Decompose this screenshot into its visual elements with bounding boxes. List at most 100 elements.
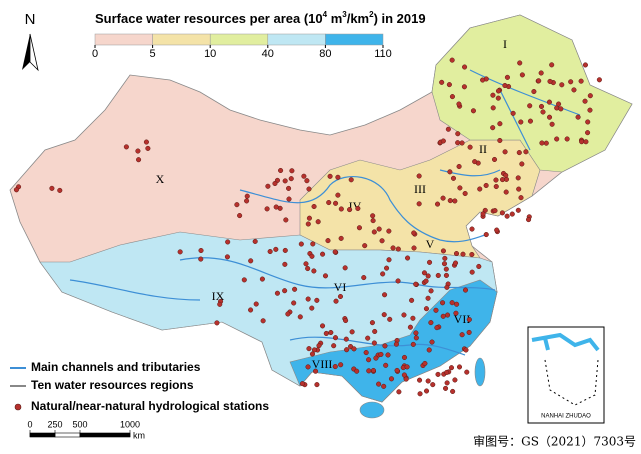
station [434, 201, 441, 207]
station [469, 226, 475, 232]
station [370, 218, 376, 224]
station [490, 105, 496, 111]
station [283, 217, 289, 223]
station [312, 368, 319, 374]
station [332, 364, 338, 370]
station [306, 215, 312, 221]
station [423, 306, 429, 312]
hainan [359, 401, 385, 419]
station [494, 227, 500, 233]
station [335, 192, 341, 198]
station [490, 125, 496, 131]
station [504, 213, 510, 219]
station [288, 176, 294, 182]
station [549, 62, 555, 68]
station [337, 293, 344, 300]
station [449, 57, 455, 63]
station [413, 330, 419, 336]
station [519, 72, 525, 78]
station [311, 347, 318, 353]
scale-label: 1000 [120, 419, 140, 429]
station [447, 198, 453, 204]
inset-label: NANHAI ZHUDAO [541, 414, 591, 420]
station [224, 254, 230, 260]
station [309, 253, 315, 259]
station [259, 276, 265, 282]
station [440, 195, 446, 201]
station [466, 329, 472, 335]
station [49, 185, 55, 191]
station [297, 314, 303, 320]
region-label: VIII [312, 357, 333, 371]
region-label: III [414, 182, 426, 196]
station [405, 255, 411, 261]
title-text: /km [347, 11, 369, 26]
station [370, 367, 376, 374]
station [298, 241, 304, 247]
station [306, 186, 312, 192]
station [444, 380, 450, 386]
station [462, 190, 468, 197]
station [342, 265, 348, 271]
station [225, 239, 231, 245]
station [519, 161, 525, 167]
station [523, 149, 529, 155]
station [430, 382, 436, 388]
station [305, 265, 311, 272]
station [253, 301, 259, 307]
station [434, 325, 440, 331]
station [401, 372, 407, 378]
station [344, 347, 350, 353]
station [378, 351, 384, 357]
station [518, 119, 524, 125]
station [382, 292, 388, 298]
station [452, 377, 458, 383]
station [343, 317, 349, 324]
colorbar-tick-label: 5 [150, 48, 156, 60]
station [429, 339, 435, 345]
station [386, 257, 392, 263]
colorbar-tick-label: 10 [204, 48, 216, 60]
station [525, 217, 532, 223]
station [214, 320, 220, 326]
station [559, 82, 565, 88]
station [386, 228, 392, 234]
station [453, 251, 460, 257]
scale-label: 500 [72, 419, 87, 429]
station [303, 261, 309, 267]
station [338, 235, 344, 241]
station [587, 93, 593, 99]
colorbar-swatch [209, 33, 269, 46]
station [444, 369, 450, 375]
station [543, 140, 549, 146]
station [331, 343, 337, 349]
station [309, 351, 315, 357]
station [540, 109, 546, 115]
station [564, 136, 570, 142]
station [492, 208, 498, 214]
station [217, 301, 223, 307]
station [305, 364, 311, 370]
station [410, 315, 416, 321]
scale-label: 0 [27, 419, 32, 429]
station [493, 177, 499, 183]
station [587, 107, 593, 113]
station [323, 330, 329, 337]
station [440, 313, 446, 319]
station [260, 318, 266, 324]
station [450, 388, 456, 394]
title: Surface water resources per area (104 m3… [95, 10, 426, 26]
station [252, 238, 258, 244]
station [404, 364, 410, 370]
station [571, 87, 577, 93]
station [379, 238, 385, 244]
station [467, 144, 473, 150]
station [466, 317, 472, 323]
station [322, 273, 329, 279]
legend-station [14, 403, 22, 411]
station [558, 106, 564, 112]
station [445, 126, 451, 132]
station [440, 138, 446, 144]
station [455, 131, 461, 137]
station [278, 167, 284, 174]
